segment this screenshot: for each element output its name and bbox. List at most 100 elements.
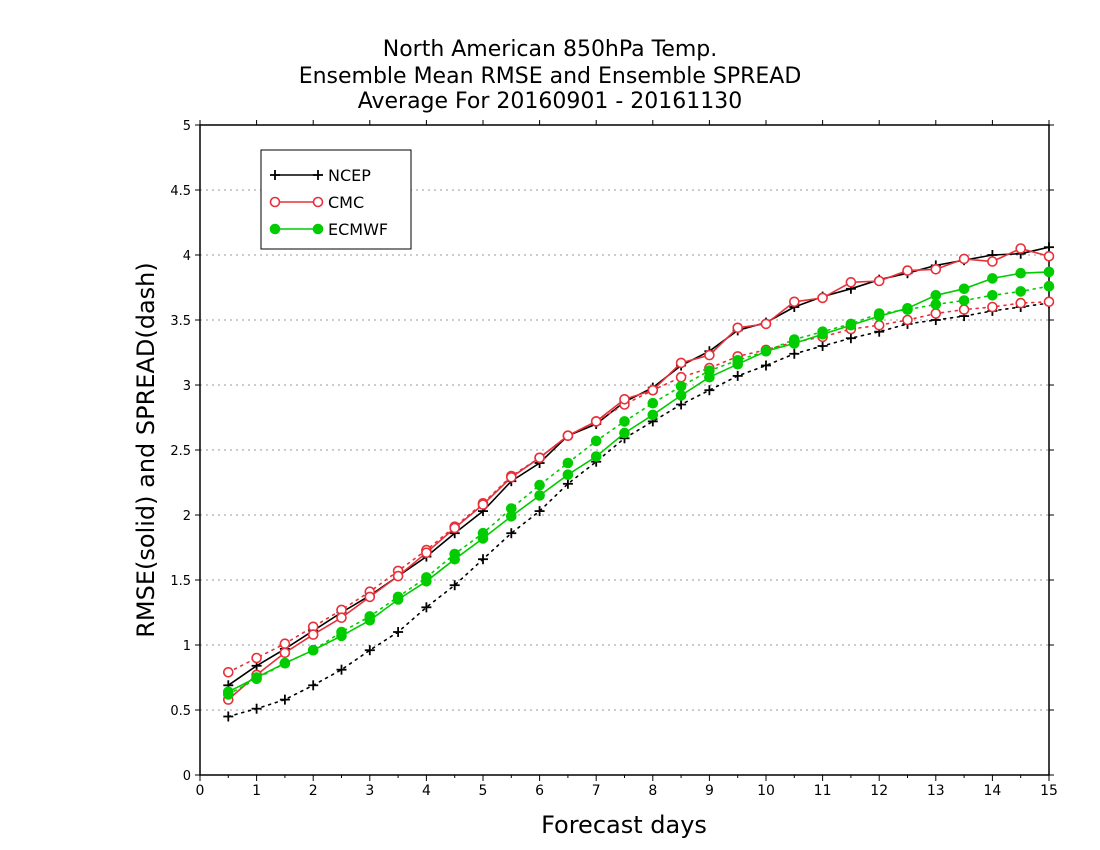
legend-label: NCEP [328, 166, 371, 185]
ecmwf-rmse-point [789, 338, 800, 349]
cmc-rmse-point [279, 647, 291, 659]
y-tick-label: 1.5 [170, 574, 191, 589]
cmc-rmse-point [647, 384, 659, 396]
ncep-spread-point [506, 528, 517, 539]
x-tick-label: 4 [422, 783, 431, 799]
cmc-rmse-point [845, 276, 857, 288]
ecmwf-rmse-point [449, 553, 461, 565]
ecmwf-spread-point [647, 397, 659, 409]
cmc-rmse-point [590, 416, 602, 427]
legend-label: CMC [328, 193, 364, 212]
series-cmc [223, 243, 1055, 705]
cmc-rmse-point [987, 256, 998, 267]
ecmwf-spread-point [987, 290, 998, 301]
ecmwf-spread-point [1043, 280, 1055, 292]
cmc-rmse-point [760, 318, 772, 330]
x-axis: 0 1 2 3 4 5 6 7 8 9 10 11 12 13 14 15 [196, 120, 1058, 799]
ecmwf-rmse-point [647, 409, 659, 421]
y-tick-label: 1 [183, 639, 191, 654]
ecmwf-rmse-point [279, 657, 291, 669]
ncep-spread-line [227, 302, 1050, 718]
ncep-spread-point [251, 703, 262, 714]
cmc-spread-line [227, 300, 1050, 674]
ecmwf-rmse-point [534, 490, 545, 501]
cmc-spread-point [223, 666, 234, 678]
ncep-rmse-line [227, 246, 1050, 686]
ncep-spread-point [223, 711, 234, 722]
ncep-spread-point [704, 385, 715, 396]
ecmwf-spread-point [675, 381, 687, 392]
cmc-rmse-point [704, 349, 715, 361]
ecmwf-rmse-point [902, 303, 913, 314]
y-tick-label: 3 [183, 379, 191, 394]
ecmwf-spread-point [619, 416, 630, 427]
ecmwf-rmse-point [421, 576, 432, 587]
x-tick-label: 13 [927, 783, 945, 799]
ecmwf-rmse-point [562, 469, 574, 481]
y-tick-label: 0.5 [170, 704, 191, 719]
x-tick-label: 5 [479, 783, 488, 799]
ecmwf-rmse-point [987, 273, 998, 284]
ncep-spread-point [279, 694, 290, 705]
ncep-spread-point [449, 580, 460, 591]
grid-lines [200, 189, 1049, 711]
y-tick-label: 0 [183, 769, 191, 784]
ecmwf-rmse-point [958, 283, 970, 295]
cmc-rmse-point [1015, 243, 1027, 254]
ncep-spread-point [817, 341, 828, 351]
cmc-rmse-point [1043, 250, 1055, 262]
ecmwf-rmse-point [307, 644, 319, 656]
cmc-rmse-point [336, 612, 347, 624]
cmc-rmse-point [421, 547, 432, 559]
cmc-rmse-point [307, 629, 319, 640]
ecmwf-spread-line [227, 285, 1050, 696]
x-axis-label: Forecast days [541, 811, 707, 839]
legend-item-ecmwf: ECMWF [269, 220, 388, 239]
cmc-rmse-point [732, 322, 744, 334]
x-tick-label: 9 [705, 783, 714, 799]
y-axis: 0 0.5 1 1.5 2 2.5 3 3.5 4 4.5 5 [170, 119, 1054, 784]
cmc-rmse-point [364, 591, 376, 603]
ncep-spread-point [732, 370, 743, 381]
ecmwf-rmse-point [477, 533, 489, 544]
cmc-spread-point [251, 652, 262, 664]
y-tick-label: 4.5 [170, 184, 191, 199]
cmc-rmse-point [505, 471, 517, 483]
legend-marker-end [312, 196, 324, 208]
legend-item-cmc: CMC [269, 193, 364, 212]
cmc-rmse-point [675, 357, 687, 369]
x-tick-label: 7 [592, 783, 601, 799]
legend-marker-start [269, 223, 281, 235]
ncep-spread-point [421, 602, 432, 613]
cmc-rmse-point [619, 393, 630, 405]
y-axis-label: RMSE(solid) and SPREAD(dash) [132, 262, 160, 638]
legend: NCEP CMC ECMWF [260, 149, 412, 250]
cmc-rmse-point [958, 253, 970, 265]
ncep-rmse-point [1044, 242, 1054, 253]
ecmwf-rmse-point [675, 390, 687, 401]
y-tick-label: 2 [183, 509, 191, 524]
ncep-spread-point [364, 645, 375, 656]
cmc-rmse-point [562, 430, 574, 442]
x-tick-label: 8 [648, 783, 657, 799]
x-tick-label: 1 [252, 783, 261, 799]
y-tick-label: 3.5 [170, 314, 191, 329]
ecmwf-rmse-point [590, 451, 602, 462]
x-tick-label: 3 [365, 783, 374, 799]
chart-title-line-1: North American 850hPa Temp. [382, 37, 718, 62]
y-tick-label: 2.5 [170, 444, 191, 459]
ecmwf-spread-point [1015, 286, 1027, 297]
x-tick-label: 0 [196, 783, 205, 799]
ncep-spread-point [534, 506, 545, 517]
x-tick-label: 15 [1040, 783, 1058, 799]
ecmwf-rmse-point [223, 686, 234, 698]
cmc-spread-point [902, 314, 913, 326]
cmc-spread-point [930, 308, 942, 319]
ecmwf-rmse-point [364, 615, 376, 626]
cmc-spread-point [1015, 297, 1027, 309]
series-layer [223, 242, 1055, 722]
ecmwf-rmse-point [392, 594, 404, 605]
x-tick-label: 10 [757, 783, 775, 799]
series-ecmwf [223, 266, 1055, 700]
ncep-spread-point [676, 399, 687, 410]
